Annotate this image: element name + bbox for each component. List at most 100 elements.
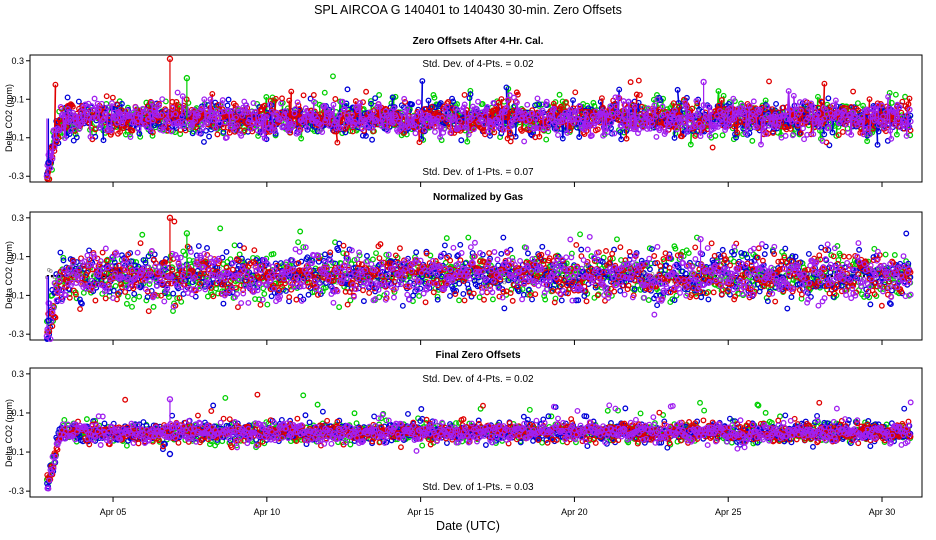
std-dev-1pts-label: Std. Dev. of 1-Pts. = 0.07 <box>422 167 534 178</box>
std-dev-4pts-label: Std. Dev. of 4-Pts. = 0.02 <box>422 59 534 70</box>
series-line <box>156 106 159 116</box>
series-line <box>363 120 366 123</box>
data-point <box>363 88 370 95</box>
data-point <box>782 132 789 139</box>
data-point <box>773 100 780 107</box>
figure-main-title: SPL AIRCOA G 140401 to 140430 30-min. Ze… <box>314 3 622 17</box>
data-point <box>112 283 119 289</box>
y-tick-label: 0.3 <box>11 56 24 66</box>
data-point <box>321 89 328 96</box>
series-line <box>412 116 416 126</box>
data-point <box>279 95 285 102</box>
data-point <box>415 99 422 106</box>
y-tick-label: -0.3 <box>8 329 24 339</box>
data-point <box>200 138 207 145</box>
data-point <box>709 144 716 151</box>
series-line <box>180 96 184 117</box>
data-point <box>636 92 643 99</box>
series-line <box>284 111 288 120</box>
data-point <box>521 138 528 145</box>
data-point <box>892 91 899 98</box>
data-point <box>860 102 866 109</box>
y-axis-label: Delta CO2 (ppm) <box>4 84 14 152</box>
series-line <box>463 104 467 128</box>
data-point <box>124 293 131 300</box>
panel-normalized-by-gas: Normalized by Gas Delta CO2 (ppm) -0.3-0… <box>4 192 923 345</box>
series-line <box>602 128 605 136</box>
data-point <box>627 79 634 86</box>
data-point <box>555 132 561 138</box>
data-point <box>479 101 486 107</box>
series-line <box>619 131 623 140</box>
data-point <box>339 130 346 137</box>
plot-frame <box>29 54 923 183</box>
data-point <box>159 96 166 103</box>
series-line <box>627 101 631 124</box>
panel-title: Normalized by Gas <box>433 192 523 203</box>
panel-title: Zero Offsets After 4-Hr. Cal. <box>413 36 544 47</box>
series-line <box>692 115 696 125</box>
data-point <box>139 231 146 238</box>
data-point <box>310 92 317 98</box>
data-point <box>225 96 232 103</box>
data-point <box>814 93 821 100</box>
y-tick-label: 0.1 <box>11 94 24 104</box>
data-point <box>369 136 376 143</box>
series-line <box>71 104 74 108</box>
y-tick-label: -0.1 <box>8 133 24 143</box>
series-line <box>590 134 593 137</box>
y-tick-label: 0.1 <box>11 252 24 262</box>
data-point <box>712 132 719 139</box>
data-point <box>150 303 157 310</box>
series-line <box>678 107 681 116</box>
series-line <box>505 99 509 108</box>
data-point <box>231 242 238 249</box>
data-point <box>461 91 468 98</box>
series-line <box>417 120 421 143</box>
series-line <box>64 115 67 139</box>
data-point <box>719 132 726 139</box>
data-point <box>534 95 541 102</box>
y-tick-label: -0.1 <box>8 290 24 300</box>
data-point <box>91 95 98 102</box>
data-point <box>850 88 857 95</box>
series-line <box>574 110 577 113</box>
data-point <box>864 138 871 145</box>
data-point <box>591 103 598 110</box>
data-point <box>458 137 465 144</box>
data-point <box>412 130 419 137</box>
panel-zero-offsets-after-cal: Zero Offsets After 4-Hr. Cal. Std. Dev. … <box>4 36 923 187</box>
data-point <box>75 98 82 105</box>
series-line <box>822 126 826 135</box>
data-point <box>372 95 379 102</box>
y-tick-label: -0.3 <box>8 171 24 181</box>
data-point <box>854 100 861 107</box>
data-point <box>749 137 756 144</box>
data-point <box>376 92 383 98</box>
data-point <box>123 300 130 307</box>
data-point <box>332 96 339 102</box>
data-point <box>300 92 307 99</box>
data-point <box>888 99 895 106</box>
data-point <box>431 94 438 101</box>
data-point <box>825 95 832 102</box>
series-line <box>819 130 822 139</box>
series-line <box>888 108 891 131</box>
series-line <box>673 110 676 118</box>
data-point <box>653 133 660 140</box>
data-point <box>131 296 138 303</box>
data-point <box>766 78 772 85</box>
y-tick-label: 0.3 <box>11 213 24 223</box>
series-line <box>889 130 893 139</box>
data-point <box>206 133 213 140</box>
series-line <box>231 110 234 121</box>
series-line <box>245 104 249 113</box>
series-line <box>421 118 425 126</box>
data-point <box>109 94 116 101</box>
data-point <box>203 127 209 134</box>
data-point <box>590 99 597 106</box>
data-point <box>224 102 231 109</box>
data-point <box>217 225 224 232</box>
data-point <box>839 129 846 135</box>
